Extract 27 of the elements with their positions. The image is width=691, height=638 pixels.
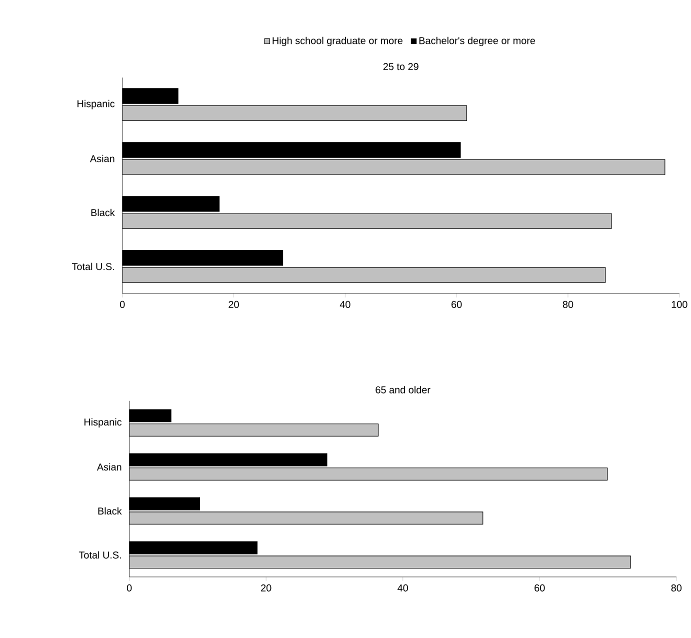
x-tick-label: 20 [261, 584, 272, 592]
x-tick-label: 80 [562, 301, 574, 308]
bar [122, 267, 606, 284]
x-tick-label: 100 [672, 301, 688, 308]
x-tick-label: 60 [452, 301, 462, 308]
chart-title: 65 and older [376, 386, 430, 394]
y-tick-label: Asian [90, 155, 114, 162]
y-tick-label: Hispanic [84, 418, 122, 428]
y-tick-label: Black [91, 209, 115, 216]
x-tick-label: 80 [671, 584, 682, 592]
x-tick-label: 0 [120, 301, 125, 308]
legend-label: High school graduate or more [272, 37, 402, 46]
x-tick-label: 20 [228, 301, 239, 308]
y-tick-label: Black [98, 507, 122, 515]
y-tick-label: Total U.S. [72, 262, 114, 270]
x-tick-label: 0 [126, 584, 132, 592]
y-tick-label: Asian [96, 463, 122, 471]
x-tick-label: 60 [534, 584, 545, 592]
bar [122, 213, 612, 230]
x-tick-label: 40 [340, 301, 350, 308]
x-tick-label: 40 [398, 584, 408, 592]
y-tick-label: Hispanic [78, 100, 115, 110]
legend-label: Bachelor's degree or more [419, 37, 536, 46]
y-tick-label: Total U.S. [78, 551, 121, 559]
bar [122, 105, 467, 122]
bar [122, 159, 666, 176]
chart-title: 25 to 29 [383, 63, 418, 70]
